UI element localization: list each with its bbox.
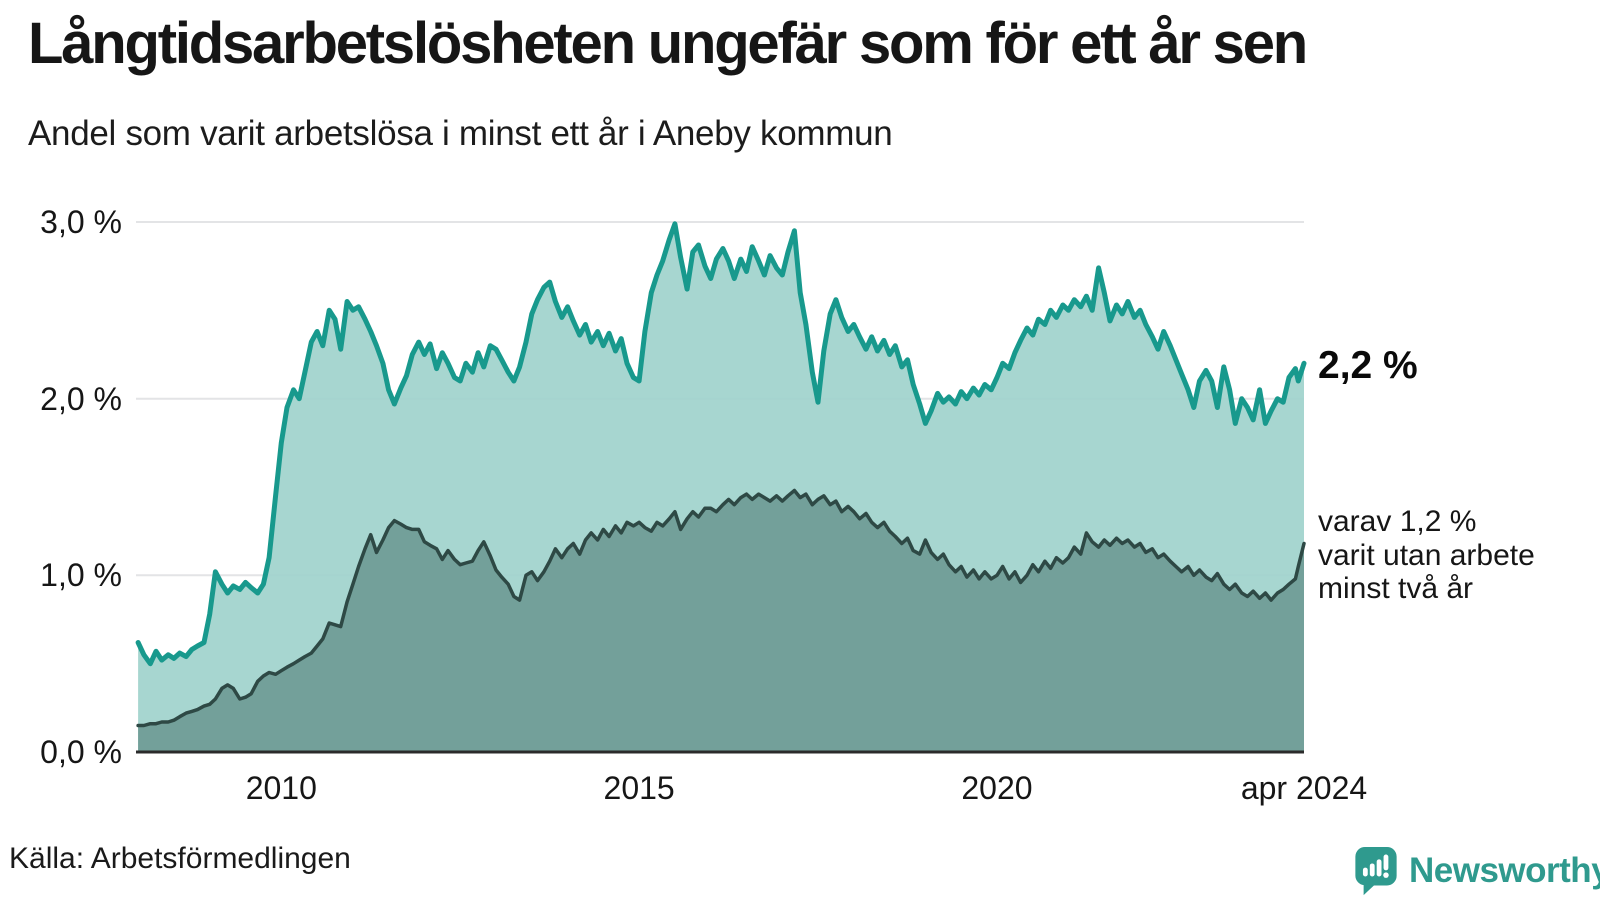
x-tick-label: 2015 [603,770,675,806]
y-tick-label: 2,0 % [40,380,122,417]
logo-bar-2 [1369,863,1375,877]
newsworthy-brand: Newsworthy [1354,845,1600,897]
logo-exclamation-dot [1383,872,1389,878]
source-label: Källa: Arbetsförmedlingen [9,842,351,875]
y-tick-label: 1,0 % [40,557,122,594]
logo-bar-3 [1376,859,1382,877]
secondary-line-1: varav 1,2 % [1318,505,1477,538]
two-year-plus-line [136,488,1306,728]
secondary-line-2: varit utan arbete [1318,538,1535,572]
latest-value-label: 2,2 % [1318,344,1418,387]
x-tick-label: 2020 [961,770,1033,806]
secondary-value-label: varav 1,2 % varit utan arbete minst två … [1318,505,1535,606]
newsworthy-brand-text: Newsworthy [1409,851,1600,890]
page-subtitle: Andel som varit arbetslösa i minst ett å… [28,114,893,153]
secondary-line-3: minst två år [1318,572,1474,606]
page-title: Långtidsarbetslösheten ungefär som för e… [28,11,1308,76]
logo-exclamation-bar [1383,854,1389,871]
two-year-plus-area [138,490,1305,752]
y-tick-label: 0,0 % [40,734,122,770]
total-min-one-year-line [135,221,1307,667]
logo-bubble-shape [1355,846,1397,896]
logo-bar-1 [1362,867,1368,877]
x-tick-label: 2010 [245,770,317,806]
x-tick-label: apr 2024 [1240,770,1368,806]
newsworthy-logo-icon [1355,846,1397,896]
y-tick-label: 3,0 % [40,204,122,240]
